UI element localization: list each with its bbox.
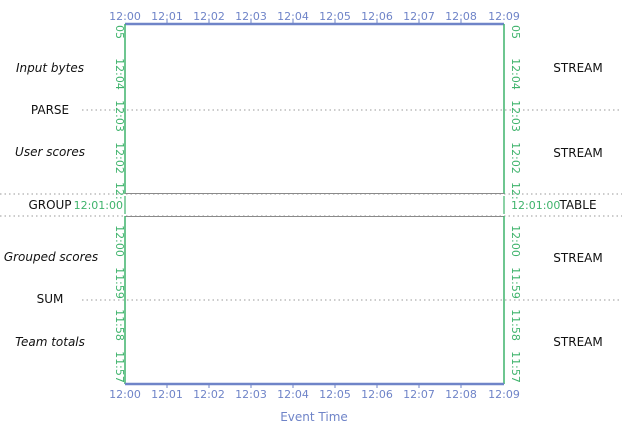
group-band-right-time: 12:01:00 (511, 199, 560, 212)
bottom-left-processing-ticks: 12:00 11:59 11:58 11:57 (113, 225, 126, 383)
kind-label-stream: STREAM (553, 61, 602, 75)
event-time-bottom-tick: 12:00 (109, 388, 141, 401)
processing-tick-left: 11:59 (113, 267, 126, 299)
group-band-left-time: 12:01:00 (74, 199, 123, 212)
event-time-top-tick: 12:00 (109, 10, 141, 23)
kind-label-stream: STREAM (553, 335, 602, 349)
top-right-processing-ticks: 05 12:04 12:03 12:02 12: (509, 25, 522, 200)
processing-tick-left: 12:04 (113, 58, 126, 90)
event-time-bottom-tick: 12:02 (193, 388, 225, 401)
kind-label-stream: STREAM (553, 251, 602, 265)
stage-label-parse: PARSE (31, 103, 69, 117)
processing-tick-right: 12: (509, 182, 522, 200)
pipeline-labels: Input bytes PARSE User scores GROUP Grou… (4, 61, 98, 349)
processing-tick-right: 12:03 (509, 100, 522, 132)
processing-tick-left: 12:00 (113, 225, 126, 257)
bottom-panel (124, 216, 505, 388)
event-time-bottom-tick: 12:08 (445, 388, 477, 401)
event-time-top-tick: 12:04 (277, 10, 309, 23)
event-time-bottom-tick: 12:01 (151, 388, 183, 401)
processing-tick-right: 11:57 (509, 351, 522, 383)
kind-label-table: TABLE (558, 198, 596, 212)
collection-label-input-bytes: Input bytes (16, 61, 84, 75)
processing-tick-left: 11:57 (113, 351, 126, 383)
bottom-event-axis-ticks (166, 384, 462, 388)
processing-tick-right: 12:04 (509, 58, 522, 90)
event-time-top-tick: 12:08 (445, 10, 477, 23)
collection-label-team-totals: Team totals (15, 335, 85, 349)
group-band: 12:01:00 12:01:00 (74, 196, 560, 214)
processing-tick-right: 12:02 (509, 142, 522, 174)
collection-label-user-scores: User scores (15, 145, 85, 159)
event-time-top-tick: 12:03 (235, 10, 267, 23)
event-time-axis-title: Event Time (280, 410, 348, 424)
event-time-top-tick: 12:06 (361, 10, 393, 23)
event-time-bottom-tick: 12:06 (361, 388, 393, 401)
event-time-bottom-tick: 12:07 (403, 388, 435, 401)
top-panel (124, 20, 505, 194)
event-time-bottom-ticks: 12:00 12:01 12:02 12:03 12:04 12:05 12:0… (109, 388, 520, 401)
collection-label-grouped-scores: Grouped scores (4, 250, 98, 264)
event-time-bottom-tick: 12:09 (488, 388, 520, 401)
processing-tick-left: 11:58 (113, 309, 126, 341)
event-time-bottom-tick: 12:03 (235, 388, 267, 401)
kind-label-stream: STREAM (553, 146, 602, 160)
processing-tick-right: 11:58 (509, 309, 522, 341)
event-time-top-tick: 12:05 (319, 10, 351, 23)
event-time-top-tick: 12:02 (193, 10, 225, 23)
stage-label-sum: SUM (37, 292, 64, 306)
processing-tick-right: 12:00 (509, 225, 522, 257)
event-time-top-tick: 12:07 (403, 10, 435, 23)
processing-tick-left: 12: (113, 182, 126, 200)
event-time-bottom-tick: 12:04 (277, 388, 309, 401)
top-left-processing-ticks: 05 12:04 12:03 12:02 12: (113, 25, 126, 200)
event-time-top-tick: 12:09 (488, 10, 520, 23)
processing-tick-left: 05 (113, 25, 126, 39)
event-time-top-tick: 12:01 (151, 10, 183, 23)
processing-tick-left: 12:02 (113, 142, 126, 174)
stage-label-group: GROUP (28, 198, 71, 212)
processing-tick-right: 05 (509, 25, 522, 39)
kind-labels: STREAM STREAM TABLE STREAM STREAM (553, 61, 602, 349)
bottom-right-processing-ticks: 12:00 11:59 11:58 11:57 (509, 225, 522, 383)
top-event-axis-ticks (166, 20, 462, 24)
processing-tick-left: 12:03 (113, 100, 126, 132)
event-time-top-ticks: 12:00 12:01 12:02 12:03 12:04 12:05 12:0… (109, 10, 520, 23)
event-time-bottom-tick: 12:05 (319, 388, 351, 401)
processing-tick-right: 11:59 (509, 267, 522, 299)
